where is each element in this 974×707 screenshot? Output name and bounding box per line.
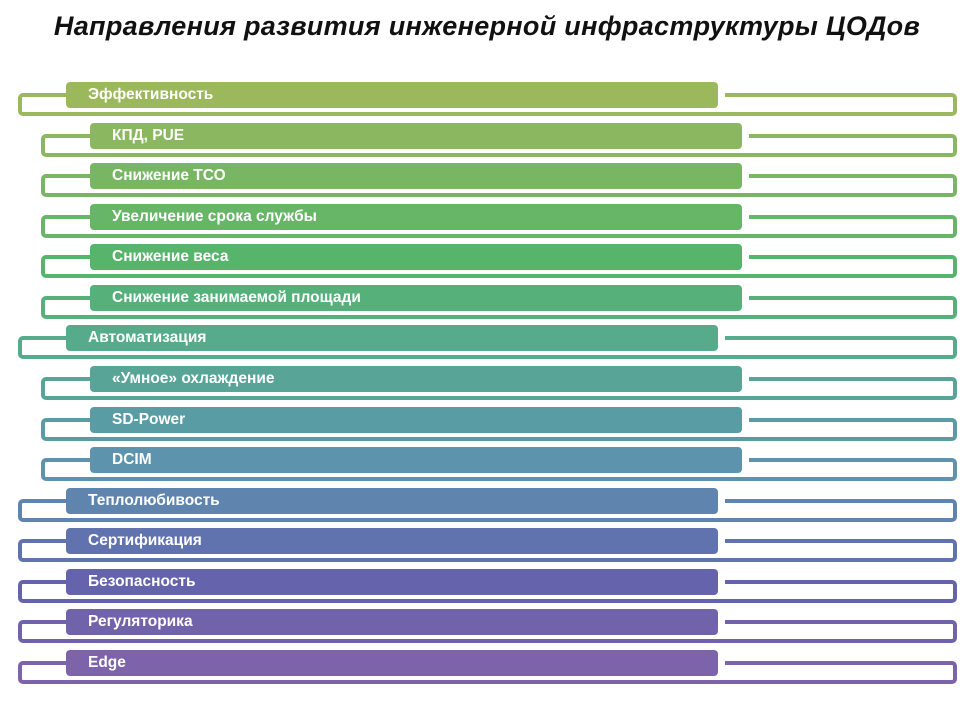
item-label: Снижение занимаемой площади bbox=[112, 289, 361, 306]
item-bar: Эффективность bbox=[66, 82, 718, 108]
item-bar: Edge bbox=[66, 650, 718, 676]
item-label: Edge bbox=[88, 654, 126, 671]
item-bar: Увеличение срока службы bbox=[90, 204, 742, 230]
item-label: Регуляторика bbox=[88, 613, 193, 630]
item-bar: Регуляторика bbox=[66, 609, 718, 635]
item-label: «Умное» охлаждение bbox=[112, 370, 275, 387]
item-bar: Теплолюбивость bbox=[66, 488, 718, 514]
list-item: Сертификация bbox=[0, 528, 974, 562]
item-label: DCIM bbox=[112, 451, 152, 468]
list-item: Теплолюбивость bbox=[0, 488, 974, 522]
list-item: КПД, PUE bbox=[0, 123, 974, 157]
item-bar: SD-Power bbox=[90, 407, 742, 433]
list-item: SD-Power bbox=[0, 407, 974, 441]
list-item: Автоматизация bbox=[0, 325, 974, 359]
item-bar: Снижение веса bbox=[90, 244, 742, 270]
item-label: КПД, PUE bbox=[112, 127, 185, 144]
item-bar: Автоматизация bbox=[66, 325, 718, 351]
item-label: Увеличение срока службы bbox=[112, 208, 317, 225]
list-item: DCIM bbox=[0, 447, 974, 481]
item-bar: «Умное» охлаждение bbox=[90, 366, 742, 392]
item-label: Эффективность bbox=[88, 86, 214, 103]
list-item: Увеличение срока службы bbox=[0, 204, 974, 238]
list-item: Регуляторика bbox=[0, 609, 974, 643]
item-label: Сертификация bbox=[88, 532, 202, 549]
item-label: Снижение ТСО bbox=[112, 167, 226, 184]
list-item: Edge bbox=[0, 650, 974, 684]
item-bar: Сертификация bbox=[66, 528, 718, 554]
list-item: «Умное» охлаждение bbox=[0, 366, 974, 400]
list-item: Снижение занимаемой площади bbox=[0, 285, 974, 319]
item-bar: Снижение занимаемой площади bbox=[90, 285, 742, 311]
item-label: SD-Power bbox=[112, 411, 186, 428]
item-label: Автоматизация bbox=[88, 329, 207, 346]
list-item: Снижение ТСО bbox=[0, 163, 974, 197]
list-item: Эффективность bbox=[0, 82, 974, 116]
item-label: Безопасность bbox=[88, 573, 196, 590]
item-label: Снижение веса bbox=[112, 248, 229, 265]
slide-title: Направления развития инженерной инфрастр… bbox=[53, 11, 921, 41]
item-bar: Снижение ТСО bbox=[90, 163, 742, 189]
item-bar: КПД, PUE bbox=[90, 123, 742, 149]
item-label: Теплолюбивость bbox=[88, 492, 220, 509]
item-bar: DCIM bbox=[90, 447, 742, 473]
item-bar: Безопасность bbox=[66, 569, 718, 595]
list-item: Снижение веса bbox=[0, 244, 974, 278]
list-item: Безопасность bbox=[0, 569, 974, 603]
